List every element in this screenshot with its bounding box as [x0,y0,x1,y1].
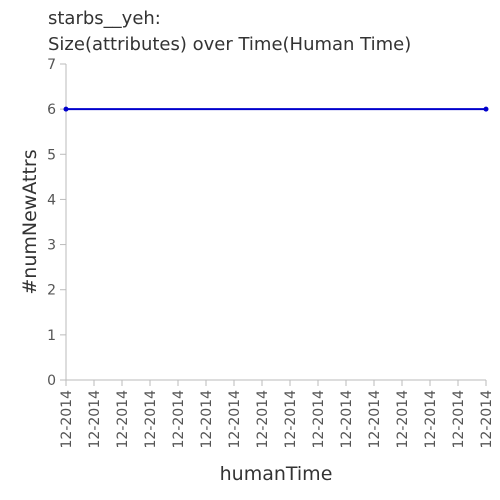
y-axis-label: #numNewAttrs [19,149,41,294]
y-tick-label: 0 [47,373,56,389]
y-tick-label: 5 [47,147,56,163]
x-tick-label: 12-2014 [367,390,383,449]
y-tick-label: 3 [47,238,56,254]
x-tick-label: 12-2014 [283,390,299,449]
x-tick-label: 12-2014 [171,390,187,449]
y-tick-label: 4 [47,192,56,208]
x-tick-label: 12-2014 [451,390,467,449]
data-point [483,106,489,112]
chart-subtitle: Size(attributes) over Time(Human Time) [48,34,412,55]
data-point [63,106,69,112]
y-tick-label: 7 [47,57,56,73]
x-tick-label: 12-2014 [227,390,243,449]
x-tick-label: 12-2014 [423,390,439,449]
x-tick-label: 12-2014 [59,390,75,449]
x-tick-label: 12-2014 [339,390,355,449]
y-tick-label: 1 [47,328,56,344]
y-axis-ticks: 0 1 2 3 4 5 6 7 [47,57,66,389]
x-tick-label: 12-2014 [87,390,103,449]
x-tick-label: 12-2014 [255,390,271,449]
series-group [63,106,489,112]
x-tick-label: 12-2014 [311,390,327,449]
x-tick-label: 12-2014 [143,390,159,449]
chart-title: starbs__yeh: [48,8,161,29]
x-tick-label: 12-2014 [479,390,495,449]
y-tick-label: 6 [47,102,56,118]
x-tick-label: 12-2014 [395,390,411,449]
x-axis-label: humanTime [220,463,333,485]
x-tick-label: 12-2014 [199,390,215,449]
x-tick-label: 12-2014 [115,390,131,449]
y-tick-label: 2 [47,283,56,299]
x-axis-ticks: 12-2014 12-2014 12-2014 12-2014 12-2014 12-20… [59,380,495,449]
